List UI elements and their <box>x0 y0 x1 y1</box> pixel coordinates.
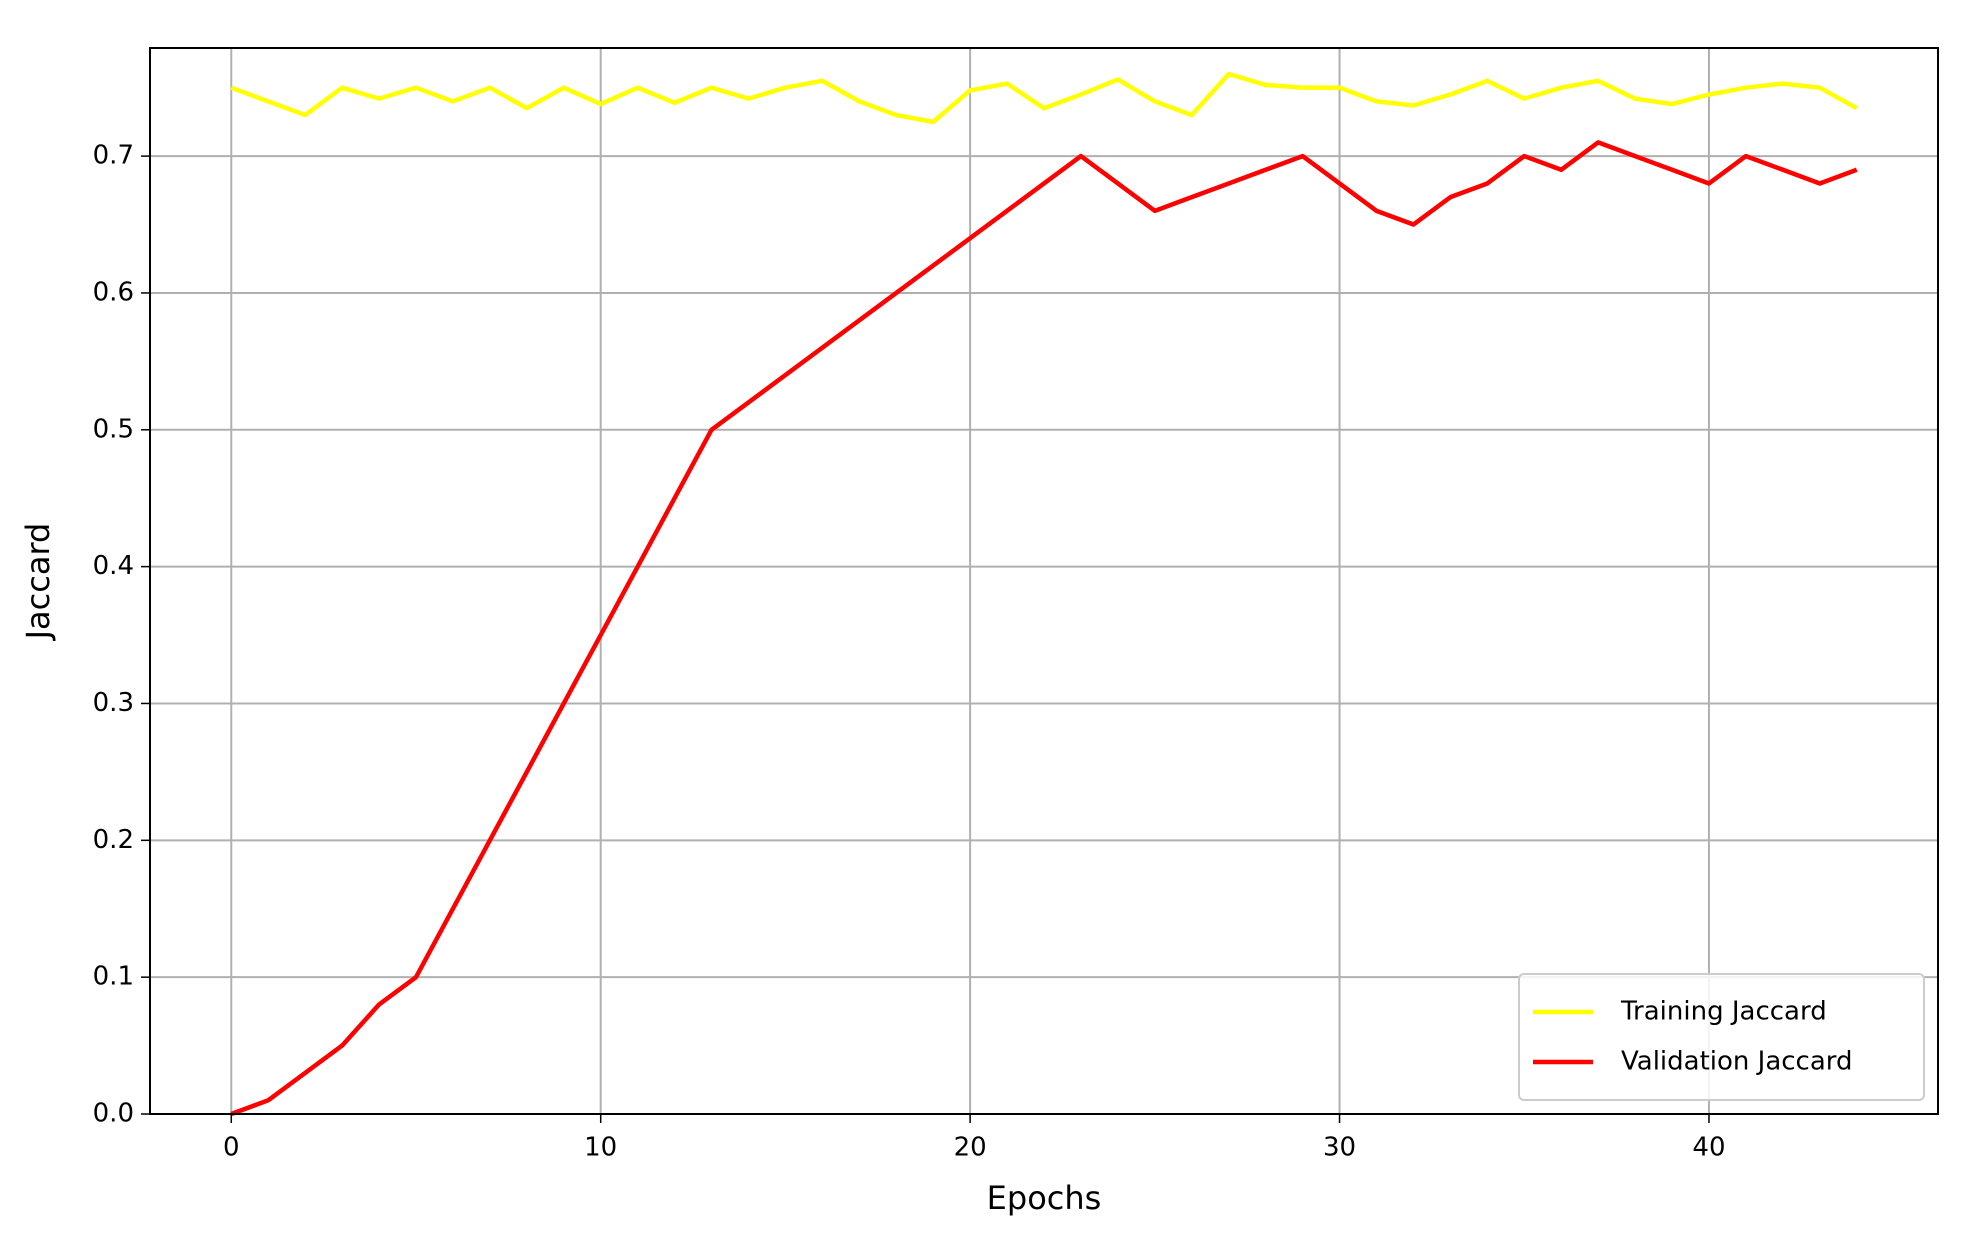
y-tick-label: 0.1 <box>93 962 134 992</box>
y-tick-label: 0.3 <box>93 688 134 718</box>
y-tick-label: 0.4 <box>93 551 134 581</box>
y-tick-label: 0.6 <box>93 277 134 307</box>
x-tick-label: 40 <box>1692 1133 1725 1163</box>
legend-box <box>1518 973 1925 1101</box>
x-tick-label: 20 <box>954 1133 987 1163</box>
y-tick-label: 0.2 <box>93 825 134 855</box>
x-axis-label: Epochs <box>987 1179 1102 1217</box>
legend: Training Jaccard Validation Jaccard <box>1518 973 1925 1101</box>
data-line <box>230 140 1858 1117</box>
x-tick-label: 0 <box>223 1133 240 1163</box>
y-tick-label: 0.5 <box>93 414 134 444</box>
x-tick-label: 10 <box>584 1133 617 1163</box>
plot-frame <box>149 47 1939 1115</box>
y-tick-label: 0.0 <box>93 1099 134 1129</box>
y-axis-label: Jaccard <box>19 523 57 642</box>
legend-label: Validation Jaccard <box>1621 1047 1853 1077</box>
x-tick-label: 30 <box>1323 1133 1356 1163</box>
data-line <box>230 71 1858 125</box>
legend-label: Training Jaccard <box>1620 997 1827 1027</box>
y-tick-label: 0.7 <box>93 141 134 171</box>
